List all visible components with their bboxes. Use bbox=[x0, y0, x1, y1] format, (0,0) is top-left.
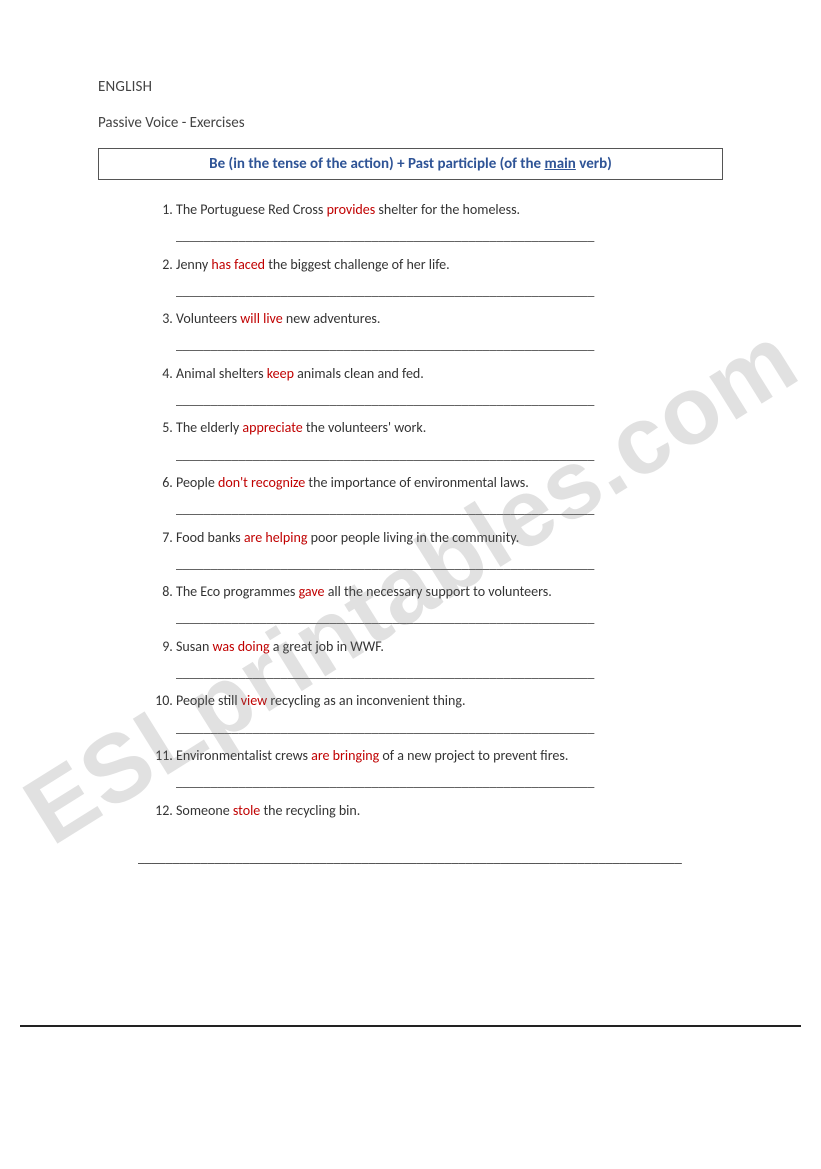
sentence: The elderly appreciate the volunteers' w… bbox=[176, 418, 723, 438]
sentence-before: The Eco programmes bbox=[176, 583, 299, 600]
answer-blank[interactable]: ________________________________________… bbox=[176, 772, 723, 792]
sentence-before: Jenny bbox=[176, 256, 211, 273]
sentence-after: recycling as an inconvenient thing. bbox=[267, 692, 465, 709]
sentence-after: shelter for the homeless. bbox=[375, 201, 520, 218]
sentence: Someone stole the recycling bin. bbox=[176, 801, 723, 821]
sentence-before: Animal shelters bbox=[176, 365, 267, 382]
answer-blank[interactable]: ________________________________________… bbox=[176, 390, 723, 410]
sentence: People don't recognize the importance of… bbox=[176, 473, 723, 493]
sentence: Volunteers will live new adventures. bbox=[176, 309, 723, 329]
sentence-before: The elderly bbox=[176, 419, 242, 436]
answer-blank[interactable]: ________________________________________… bbox=[176, 281, 723, 301]
verb-highlight: appreciate bbox=[242, 419, 302, 436]
sentence: People still view recycling as an inconv… bbox=[176, 691, 723, 711]
verb-highlight: was doing bbox=[213, 638, 270, 655]
verb-highlight: are helping bbox=[244, 529, 308, 546]
exercise-item: Animal shelters keep animals clean and f… bbox=[176, 364, 723, 411]
answer-blank[interactable]: ________________________________________… bbox=[176, 718, 723, 738]
rule-prefix: Be (in the tense of the action) + Past p… bbox=[209, 155, 544, 173]
bottom-divider bbox=[20, 1025, 801, 1027]
sentence-after: the volunteers' work. bbox=[303, 419, 427, 436]
sentence-before: Someone bbox=[176, 802, 233, 819]
sentence-before: Environmentalist crews bbox=[176, 747, 311, 764]
final-answer-blank[interactable]: ________________________________________… bbox=[98, 849, 723, 866]
exercise-item: The Eco programmes gave all the necessar… bbox=[176, 582, 723, 629]
verb-highlight: has faced bbox=[211, 256, 265, 273]
answer-blank[interactable]: ________________________________________… bbox=[176, 663, 723, 683]
grammar-rule-box: Be (in the tense of the action) + Past p… bbox=[98, 148, 723, 180]
verb-highlight: keep bbox=[267, 365, 294, 382]
verb-highlight: will live bbox=[240, 310, 282, 327]
sentence-after: poor people living in the community. bbox=[307, 529, 519, 546]
worksheet-page: ENGLISH Passive Voice - Exercises Be (in… bbox=[0, 0, 821, 866]
exercise-list: The Portuguese Red Cross provides shelte… bbox=[98, 200, 723, 821]
sentence-after: the recycling bin. bbox=[260, 802, 360, 819]
answer-blank[interactable]: ________________________________________… bbox=[176, 499, 723, 519]
exercise-item: The elderly appreciate the volunteers' w… bbox=[176, 418, 723, 465]
verb-highlight: provides bbox=[327, 201, 376, 218]
exercise-item: Susan was doing a great job in WWF. ____… bbox=[176, 637, 723, 684]
sentence-after: the importance of environmental laws. bbox=[305, 474, 529, 491]
sentence: Animal shelters keep animals clean and f… bbox=[176, 364, 723, 384]
sentence-after: of a new project to prevent fires. bbox=[379, 747, 568, 764]
exercise-item: Volunteers will live new adventures. ___… bbox=[176, 309, 723, 356]
exercise-item: People still view recycling as an inconv… bbox=[176, 691, 723, 738]
sentence: Food banks are helping poor people livin… bbox=[176, 528, 723, 548]
verb-highlight: gave bbox=[299, 583, 325, 600]
sentence: The Eco programmes gave all the necessar… bbox=[176, 582, 723, 602]
exercise-item: Food banks are helping poor people livin… bbox=[176, 528, 723, 575]
sentence-after: animals clean and fed. bbox=[294, 365, 424, 382]
exercise-item: People don't recognize the importance of… bbox=[176, 473, 723, 520]
sentence-before: Food banks bbox=[176, 529, 244, 546]
rule-suffix: verb) bbox=[576, 155, 612, 173]
sentence-before: Susan bbox=[176, 638, 213, 655]
worksheet-title: Passive Voice - Exercises bbox=[98, 114, 723, 132]
answer-blank[interactable]: ________________________________________… bbox=[176, 445, 723, 465]
verb-highlight: view bbox=[241, 692, 267, 709]
sentence-before: People bbox=[176, 474, 218, 491]
exercise-item: Environmentalist crews are bringing of a… bbox=[176, 746, 723, 793]
verb-highlight: are bringing bbox=[311, 747, 379, 764]
sentence-before: Volunteers bbox=[176, 310, 240, 327]
answer-blank[interactable]: ________________________________________… bbox=[176, 554, 723, 574]
sentence-before: The Portuguese Red Cross bbox=[176, 201, 327, 218]
sentence: Jenny has faced the biggest challenge of… bbox=[176, 255, 723, 275]
sentence-after: all the necessary support to volunteers. bbox=[325, 583, 552, 600]
sentence-before: People still bbox=[176, 692, 241, 709]
sentence-after: the biggest challenge of her life. bbox=[265, 256, 450, 273]
exercise-item: Someone stole the recycling bin. bbox=[176, 801, 723, 821]
answer-blank[interactable]: ________________________________________… bbox=[176, 608, 723, 628]
sentence: Susan was doing a great job in WWF. bbox=[176, 637, 723, 657]
sentence-after: new adventures. bbox=[283, 310, 381, 327]
exercise-item: Jenny has faced the biggest challenge of… bbox=[176, 255, 723, 302]
answer-blank[interactable]: ________________________________________… bbox=[176, 335, 723, 355]
verb-highlight: stole bbox=[233, 802, 260, 819]
rule-underlined-word: main bbox=[545, 155, 576, 173]
sentence: The Portuguese Red Cross provides shelte… bbox=[176, 200, 723, 220]
verb-highlight: don't recognize bbox=[218, 474, 305, 491]
sentence-after: a great job in WWF. bbox=[270, 638, 384, 655]
answer-blank[interactable]: ________________________________________… bbox=[176, 226, 723, 246]
sentence: Environmentalist crews are bringing of a… bbox=[176, 746, 723, 766]
exercise-item: The Portuguese Red Cross provides shelte… bbox=[176, 200, 723, 247]
subject-heading: ENGLISH bbox=[98, 78, 723, 96]
